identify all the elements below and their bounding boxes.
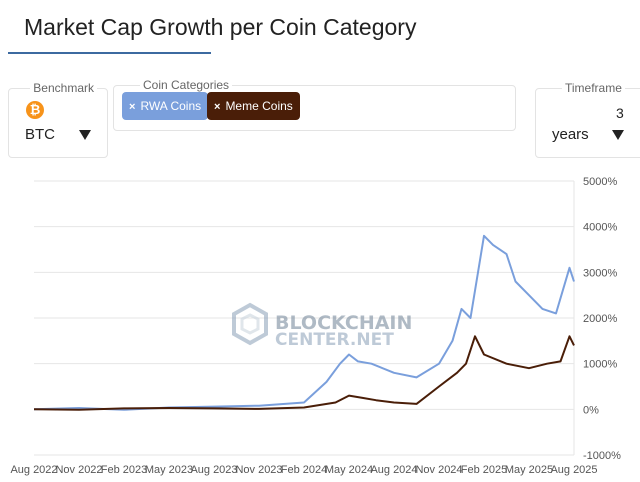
chip-rwa-coins[interactable]: × RWA Coins [122, 92, 209, 120]
y-tick-label: 2000% [583, 313, 617, 325]
bitcoin-icon: ₿ [26, 101, 44, 119]
series-lines [33, 234, 575, 411]
x-tick-label: Aug 2024 [370, 464, 417, 476]
remove-icon[interactable]: × [214, 101, 221, 113]
x-tick-label: Aug 2023 [190, 464, 237, 476]
x-tick-label: Nov 2023 [235, 464, 282, 476]
timeframe-unit: years [552, 126, 589, 143]
x-tick-label: Feb 2024 [281, 464, 327, 476]
x-tick-label: Aug 2022 [10, 464, 57, 476]
watermark-logo-icon [232, 302, 268, 346]
y-tick-label: 4000% [583, 222, 617, 234]
y-tick-label: 3000% [583, 267, 617, 279]
chip-label: RWA Coins [140, 99, 202, 113]
x-tick-label: Feb 2023 [101, 464, 147, 476]
watermark-line1: BLOCKCHAIN [275, 312, 412, 334]
timeframe-value: 3 [616, 105, 624, 121]
timeframe-select[interactable]: Timeframe 3 years [535, 81, 640, 158]
coin-categories-label: Coin Categories [140, 78, 233, 92]
x-tick-label: May 2025 [505, 464, 553, 476]
x-tick-label: Aug 2025 [550, 464, 597, 476]
y-tick-label: 0% [583, 404, 599, 416]
benchmark-select[interactable]: Benchmark ₿ BTC [8, 81, 108, 158]
chevron-down-icon[interactable] [612, 130, 624, 140]
chevron-down-icon[interactable] [79, 130, 91, 140]
timeframe-label: Timeframe [562, 81, 625, 95]
y-axis: 5000% 4000% 3000% 2000% 1000% 0% -1000% [583, 176, 621, 462]
y-tick-label: 5000% [583, 176, 617, 188]
chip-meme-coins[interactable]: × Meme Coins [207, 92, 300, 120]
coin-categories-select[interactable]: Coin Categories × RWA Coins × Meme Coins [113, 78, 516, 131]
x-tick-label: Feb 2025 [461, 464, 507, 476]
benchmark-value: BTC [25, 126, 55, 143]
series-line-rwa-coins [33, 234, 575, 411]
x-tick-label: Nov 2024 [415, 464, 462, 476]
remove-icon[interactable]: × [129, 101, 136, 113]
page-title: Market Cap Growth per Coin Category [24, 14, 417, 40]
y-tick-label: 1000% [583, 359, 617, 371]
market-cap-chart: BLOCKCHAIN CENTER.NET 5000% 4000% 3000% 200… [10, 176, 621, 476]
x-tick-label: May 2023 [145, 464, 193, 476]
chip-label: Meme Coins [225, 99, 293, 113]
x-tick-label: May 2024 [325, 464, 373, 476]
benchmark-label: Benchmark [30, 81, 97, 95]
x-tick-label: Nov 2022 [55, 464, 102, 476]
watermark: BLOCKCHAIN CENTER.NET [232, 302, 412, 350]
title-underline [8, 52, 211, 54]
series-line-meme-coins [33, 335, 575, 411]
y-tick-label: -1000% [583, 450, 621, 462]
watermark-line2: CENTER.NET [275, 330, 394, 350]
